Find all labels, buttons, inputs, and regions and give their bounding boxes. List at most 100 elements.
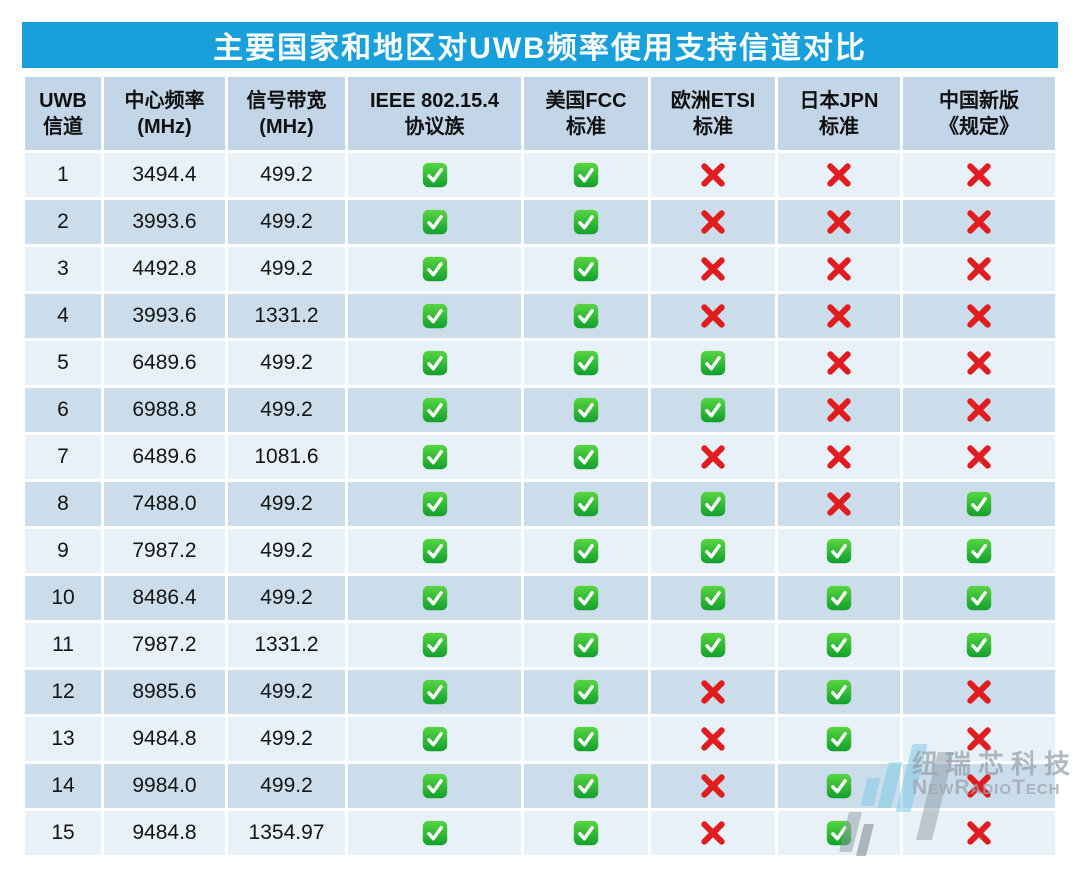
china-support-cell — [903, 294, 1055, 338]
channel-cell: 6 — [25, 388, 101, 432]
channel-cell: 8 — [25, 482, 101, 526]
check-icon — [573, 538, 599, 564]
bandwidth-cell: 499.2 — [228, 341, 345, 385]
column-header-6: 日本JPN 标准 — [778, 77, 900, 150]
bandwidth-cell: 499.2 — [228, 529, 345, 573]
jpn-support-cell — [778, 529, 900, 573]
channel-cell: 13 — [25, 717, 101, 761]
cross-icon — [965, 162, 993, 188]
bandwidth-cell: 499.2 — [228, 717, 345, 761]
column-header-7: 中国新版 《规定》 — [903, 77, 1055, 150]
table-row: 9 7987.2 499.2 — [25, 529, 1055, 573]
cross-icon — [965, 679, 993, 705]
check-icon — [422, 773, 448, 799]
column-header-line1: 日本JPN — [799, 89, 879, 112]
jpn-support-cell — [778, 388, 900, 432]
jpn-support-cell — [778, 153, 900, 197]
cross-icon — [825, 162, 853, 188]
jpn-support-cell — [778, 294, 900, 338]
check-icon — [422, 726, 448, 752]
fcc-support-cell — [524, 623, 648, 667]
jpn-support-cell — [778, 482, 900, 526]
china-support-cell — [903, 482, 1055, 526]
check-icon — [966, 491, 992, 517]
center-frequency-cell: 3494.4 — [104, 153, 225, 197]
center-frequency-cell: 9484.8 — [104, 717, 225, 761]
cross-icon — [699, 444, 727, 470]
channel-cell: 3 — [25, 247, 101, 291]
cross-icon — [965, 256, 993, 282]
column-header-line2: 协议族 — [404, 115, 465, 138]
check-icon — [573, 491, 599, 517]
column-header-line1: UWB — [39, 89, 87, 112]
fcc-support-cell — [524, 482, 648, 526]
cross-icon — [825, 491, 853, 517]
ieee-support-cell — [348, 482, 521, 526]
center-frequency-cell: 9484.8 — [104, 811, 225, 855]
table-row: 3 4492.8 499.2 — [25, 247, 1055, 291]
bandwidth-cell: 499.2 — [228, 764, 345, 808]
ieee-support-cell — [348, 764, 521, 808]
check-icon — [422, 350, 448, 376]
cross-icon — [965, 773, 993, 799]
check-icon — [422, 444, 448, 470]
column-header-0: UWB 信道 — [25, 77, 101, 150]
etsi-support-cell — [651, 341, 775, 385]
jpn-support-cell — [778, 435, 900, 479]
bandwidth-cell: 1331.2 — [228, 623, 345, 667]
etsi-support-cell — [651, 294, 775, 338]
cross-icon — [699, 773, 727, 799]
check-icon — [573, 350, 599, 376]
bandwidth-cell: 499.2 — [228, 153, 345, 197]
ieee-support-cell — [348, 153, 521, 197]
check-icon — [826, 538, 852, 564]
check-icon — [422, 538, 448, 564]
check-icon — [573, 162, 599, 188]
fcc-support-cell — [524, 576, 648, 620]
check-icon — [422, 632, 448, 658]
etsi-support-cell — [651, 811, 775, 855]
check-icon — [573, 679, 599, 705]
jpn-support-cell — [778, 717, 900, 761]
column-header-2: 信号带宽 (MHz) — [228, 77, 345, 150]
jpn-support-cell — [778, 670, 900, 714]
center-frequency-cell: 4492.8 — [104, 247, 225, 291]
china-support-cell — [903, 529, 1055, 573]
column-header-3: IEEE 802.15.4 协议族 — [348, 77, 521, 150]
cross-icon — [825, 444, 853, 470]
bandwidth-cell: 499.2 — [228, 576, 345, 620]
check-icon — [826, 585, 852, 611]
center-frequency-cell: 3993.6 — [104, 200, 225, 244]
ieee-support-cell — [348, 623, 521, 667]
center-frequency-cell: 9984.0 — [104, 764, 225, 808]
table-row: 14 9984.0 499.2 — [25, 764, 1055, 808]
fcc-support-cell — [524, 388, 648, 432]
china-support-cell — [903, 200, 1055, 244]
fcc-support-cell — [524, 529, 648, 573]
column-header-line2: 标准 — [693, 115, 733, 138]
fcc-support-cell — [524, 341, 648, 385]
etsi-support-cell — [651, 576, 775, 620]
table-row: 11 7987.2 1331.2 — [25, 623, 1055, 667]
channel-cell: 10 — [25, 576, 101, 620]
check-icon — [573, 303, 599, 329]
ieee-support-cell — [348, 247, 521, 291]
fcc-support-cell — [524, 811, 648, 855]
bandwidth-cell: 1081.6 — [228, 435, 345, 479]
column-header-line1: IEEE 802.15.4 — [370, 89, 499, 112]
channel-cell: 5 — [25, 341, 101, 385]
column-header-line2: 标准 — [566, 115, 606, 138]
table-row: 2 3993.6 499.2 — [25, 200, 1055, 244]
cross-icon — [825, 303, 853, 329]
check-icon — [826, 773, 852, 799]
ieee-support-cell — [348, 200, 521, 244]
bandwidth-cell: 1331.2 — [228, 294, 345, 338]
cross-icon — [699, 820, 727, 846]
bandwidth-cell: 499.2 — [228, 247, 345, 291]
jpn-support-cell — [778, 200, 900, 244]
cross-icon — [699, 256, 727, 282]
cross-icon — [965, 209, 993, 235]
table-row: 1 3494.4 499.2 — [25, 153, 1055, 197]
table-row: 8 7488.0 499.2 — [25, 482, 1055, 526]
etsi-support-cell — [651, 153, 775, 197]
